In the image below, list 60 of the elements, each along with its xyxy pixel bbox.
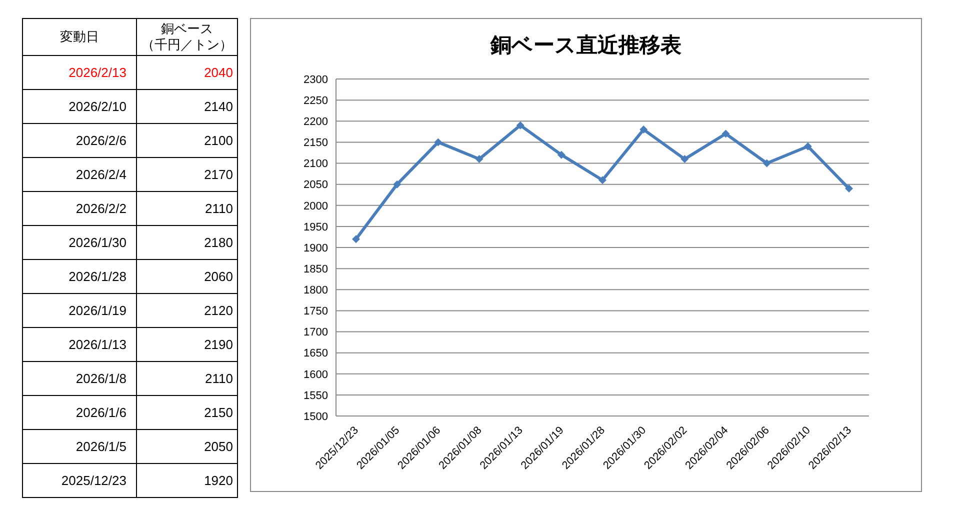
category-label: 2026/2/6 [23,124,138,158]
category-label: 2025/12/23 [23,464,138,498]
y-tick-label: 1700 [304,326,328,339]
category-label: 2026/2/10 [23,90,138,124]
text: 変動日 [23,19,138,56]
y-tick-label: 2250 [304,94,328,107]
text: 銅ベース [161,21,214,37]
point [722,130,730,138]
y-tick-label: 1900 [304,242,328,254]
data-label: 2120 [137,294,238,328]
category-label: 2026/2/4 [23,158,138,192]
y-tick-label: 1650 [304,348,328,360]
category-label: 2026/1/6 [23,396,138,430]
y-tick-label: 1950 [304,221,328,234]
point [393,180,402,188]
category-label: 2026/2/2 [23,192,138,226]
y-tick-label: 2100 [304,158,328,170]
y-tick-label: 2200 [304,116,328,128]
data-label: 1920 [137,464,238,498]
point [762,159,771,168]
category-label: 2026/1/5 [23,430,138,464]
data-label: 2180 [137,226,238,260]
y-tick-label: 1800 [304,284,328,297]
category-label: 2026/1/19 [23,294,138,328]
category-label: 2026/1/28 [23,260,138,294]
point [640,126,648,134]
data-label: 2140 [137,90,238,124]
data-label: 2170 [137,158,238,192]
category-label: 2026/1/8 [23,362,138,396]
y-tick-label: 1750 [304,306,328,318]
data-label: 2110 [137,362,238,396]
point [352,235,360,244]
y-tick-label: 2050 [304,179,328,192]
point [516,121,524,130]
point [680,155,689,164]
chart-title: 銅ベース直近推移表 [489,33,682,59]
y-tick-label: 2150 [304,137,328,150]
y-tick-label: 1550 [304,390,328,402]
data-label: 2190 [137,328,238,362]
data-label: 2110 [137,192,238,226]
category-label: 2026/1/30 [23,226,138,260]
y-tick-label: 2300 [304,74,328,86]
data-label: 2040 [137,56,238,90]
point [845,184,853,193]
point [475,155,484,164]
point [557,150,566,159]
data-label: 2100 [137,124,238,158]
y-tick-label: 1600 [304,368,328,381]
point [804,142,812,150]
category-label: 2026/2/13 [23,56,138,90]
data-label: 2150 [137,396,238,430]
y-tick-label: 1500 [304,410,328,423]
point [434,138,442,146]
text: （千円／トン） [142,37,233,53]
data-label: 2060 [137,260,238,294]
point [598,176,606,184]
data-label: 2050 [137,430,238,464]
y-tick-label: 2000 [304,200,328,212]
category-label: 2026/1/13 [23,328,138,362]
y-tick-label: 1850 [304,263,328,276]
